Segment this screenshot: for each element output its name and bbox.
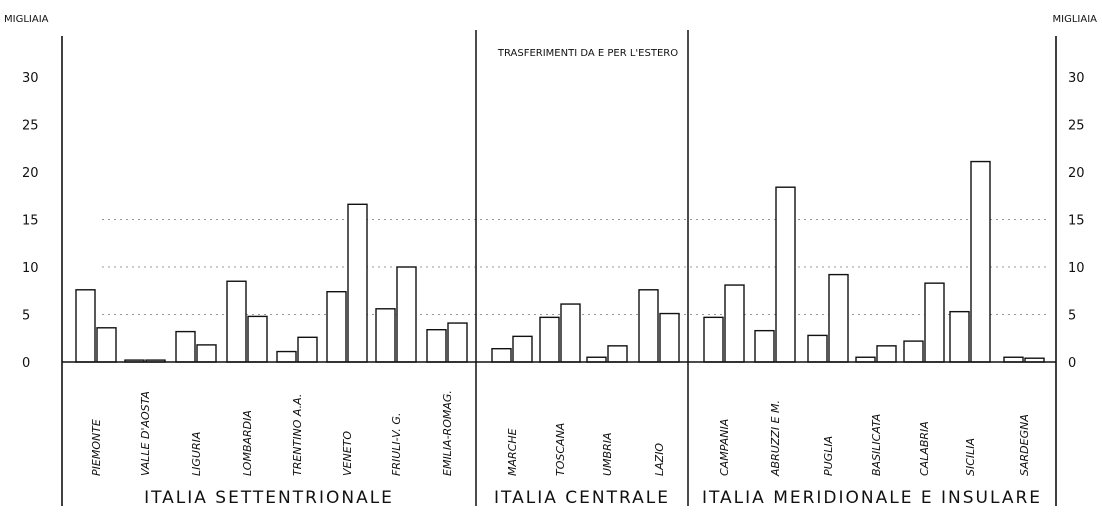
chart-title: TRASFERIMENTI DA E PER L'ESTERO — [497, 48, 678, 59]
bar-calabria-s2 — [924, 282, 945, 363]
ytick-right-10: 10 — [1068, 261, 1085, 276]
ytick-right-25: 25 — [1068, 119, 1085, 134]
category-label-basilicata: BASILICATA — [870, 414, 883, 476]
bar-campania-s2 — [724, 284, 745, 363]
bar-umbria-s2 — [607, 345, 628, 363]
category-label-liguria: LIGURIA — [190, 432, 203, 476]
bar-emilia-romag--s1 — [426, 329, 447, 363]
category-label-sicilia: SICILIA — [964, 438, 977, 476]
bar-calabria-s1 — [903, 340, 924, 363]
ytick-right-0: 0 — [1068, 356, 1076, 371]
bar-friuli-v-g--s2 — [396, 266, 417, 363]
category-label-abruzzi-e-m-: ABRUZZI E M. — [769, 400, 782, 477]
category-label-toscana: TOSCANA — [554, 423, 567, 476]
bar-marche-s1 — [491, 348, 512, 363]
category-label-lazio: LAZIO — [653, 443, 666, 476]
category-label-friuli-v-g-: FRIULI-V. G. — [390, 413, 403, 476]
bar-marche-s2 — [512, 335, 533, 363]
category-label-veneto: VENETO — [341, 431, 354, 476]
category-label-emilia-romag-: EMILIA-ROMAG. — [441, 390, 454, 476]
bar-abruzzi-e-m--s2 — [775, 186, 796, 363]
bar-lombardia-s2 — [247, 315, 268, 363]
bar-lombardia-s1 — [226, 280, 247, 363]
gridlines — [102, 219, 1046, 315]
ytick-right-30: 30 — [1068, 71, 1085, 86]
ytick-right-5: 5 — [1068, 309, 1076, 324]
bar-sicilia-s2 — [970, 160, 991, 363]
ytick-left-0: 0 — [22, 356, 30, 371]
bar-trentino-a-a--s1 — [276, 350, 297, 363]
bar-lazio-s2 — [659, 312, 680, 363]
category-label-marche: MARCHE — [506, 428, 519, 476]
group-labels: ITALIA SETTENTRIONALE ITALIA CENTRALE ITAL… — [144, 488, 1042, 508]
category-labels: PIEMONTE VALLE D'AOSTA LIGURIA LOMBARDIA TRE… — [90, 390, 1031, 477]
group-label-3: ITALIA MERIDIONALE E INSULARE — [702, 488, 1042, 508]
left-unit-label: MIGLIAIA — [4, 14, 49, 25]
bar-piemonte-s2 — [96, 327, 117, 363]
category-label-sardegna: SARDEGNA — [1018, 414, 1031, 476]
ytick-left-10: 10 — [22, 261, 39, 276]
axes-frame — [61, 30, 1057, 506]
right-unit-label: MIGLIAIA — [1053, 14, 1098, 25]
bar-puglia-s1 — [807, 334, 828, 363]
category-label-trentino-a-a-: TRENTINO A.A. — [291, 394, 304, 476]
ytick-right-20: 20 — [1068, 166, 1085, 181]
ytick-left-15: 15 — [22, 214, 39, 229]
bar-trentino-a-a--s2 — [297, 336, 318, 363]
bar-lazio-s1 — [638, 289, 659, 363]
bar-sicilia-s1 — [949, 310, 970, 363]
ytick-right-15: 15 — [1068, 214, 1085, 229]
category-label-puglia: PUGLIA — [822, 436, 835, 476]
bar-piemonte-s1 — [75, 289, 96, 363]
bar-puglia-s2 — [828, 273, 849, 363]
bar-veneto-s2 — [347, 203, 368, 363]
category-label-lombardia: LOMBARDIA — [241, 410, 254, 476]
ytick-left-25: 25 — [22, 119, 39, 134]
bar-liguria-s1 — [175, 330, 196, 363]
bar-toscana-s2 — [560, 303, 581, 363]
bar-liguria-s2 — [196, 344, 217, 363]
group-label-1: ITALIA SETTENTRIONALE — [144, 488, 394, 508]
category-label-umbria: UMBRIA — [601, 432, 614, 476]
category-label-piemonte: PIEMONTE — [90, 419, 103, 476]
tick-labels: 0 0 5 5 10 10 15 15 20 20 25 25 30 30 — [22, 71, 1085, 371]
bar-toscana-s1 — [539, 316, 560, 363]
bar-basilicata-s2 — [876, 345, 897, 363]
ytick-left-30: 30 — [22, 71, 39, 86]
bar-campania-s1 — [703, 316, 724, 363]
category-label-calabria: CALABRIA — [918, 421, 931, 476]
category-label-valle-d-aosta: VALLE D'AOSTA — [139, 391, 152, 476]
bar-abruzzi-e-m--s1 — [754, 329, 775, 363]
group-label-2: ITALIA CENTRALE — [494, 488, 670, 508]
bars — [75, 160, 1045, 363]
ytick-left-5: 5 — [22, 309, 30, 324]
bar-emilia-romag--s2 — [447, 322, 468, 363]
ytick-left-20: 20 — [22, 166, 39, 181]
bar-veneto-s1 — [326, 291, 347, 363]
bar-friuli-v-g--s1 — [375, 308, 396, 363]
category-label-campania: CAMPANIA — [718, 419, 731, 476]
